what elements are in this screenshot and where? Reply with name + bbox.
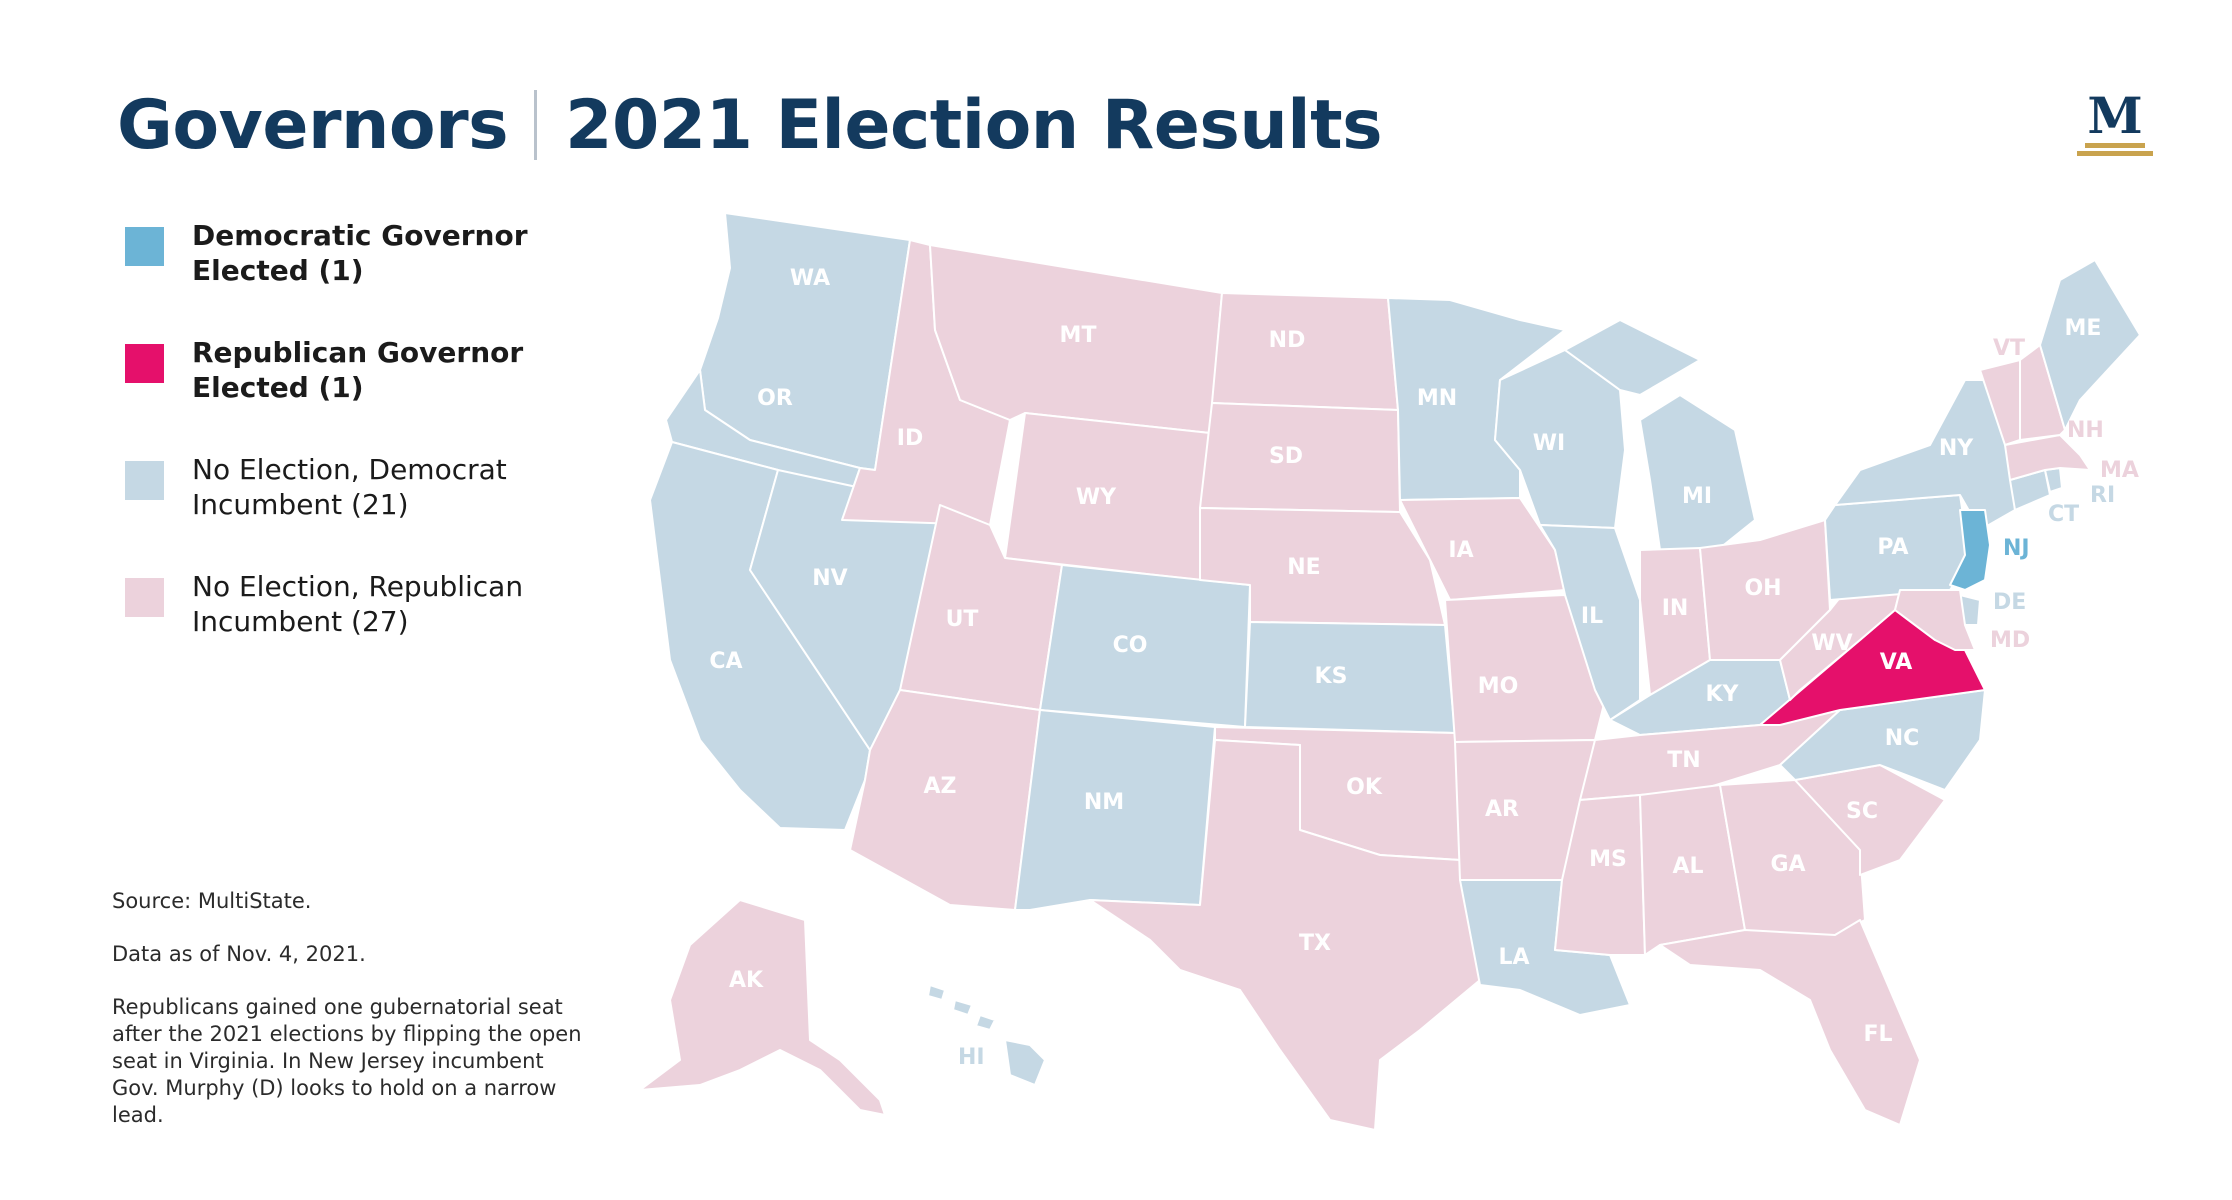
label-OH: OH bbox=[1744, 576, 1781, 601]
state-labels: WA OR CA NV ID MT WY UT AZ CO NM ND SD N… bbox=[709, 266, 2101, 1047]
label-NM: NM bbox=[1084, 790, 1124, 815]
label-MI: MI bbox=[1682, 484, 1712, 509]
state-AK bbox=[639, 899, 886, 1116]
source-note: Source: MultiState. bbox=[112, 889, 312, 913]
label-FL: FL bbox=[1863, 1022, 1892, 1047]
label-MT: MT bbox=[1060, 323, 1097, 348]
label-IL: IL bbox=[1581, 604, 1603, 629]
label-PA: PA bbox=[1877, 535, 1908, 560]
label-CA: CA bbox=[709, 649, 742, 674]
notes: Source: MultiState. Data as of Nov. 4, 2… bbox=[112, 888, 582, 1155]
label-MO: MO bbox=[1478, 674, 1519, 699]
label-KY: KY bbox=[1706, 682, 1740, 707]
label-KS: KS bbox=[1315, 664, 1348, 689]
logo-bar-bottom bbox=[2077, 151, 2153, 156]
label-VA: VA bbox=[1880, 650, 1913, 675]
label-NV: NV bbox=[812, 566, 847, 591]
label-AZ: AZ bbox=[924, 774, 957, 799]
label-NH: NH bbox=[2067, 418, 2104, 443]
title-part2: 2021 Election Results bbox=[565, 85, 1383, 165]
label-OR: OR bbox=[757, 386, 793, 411]
label-DE: DE bbox=[1993, 590, 2026, 615]
label-ME: ME bbox=[2065, 316, 2102, 341]
label-CO: CO bbox=[1113, 633, 1148, 658]
label-SD: SD bbox=[1269, 444, 1303, 469]
legend-label: Democratic Governor Elected (1) bbox=[192, 219, 528, 287]
label-LA: LA bbox=[1498, 945, 1529, 970]
label-UT: UT bbox=[946, 607, 979, 632]
legend-label: Republican Governor Elected (1) bbox=[192, 336, 524, 404]
label-MN: MN bbox=[1417, 386, 1457, 411]
label-MS: MS bbox=[1589, 847, 1627, 872]
label-NY: NY bbox=[1939, 436, 1974, 461]
label-IN: IN bbox=[1662, 596, 1689, 621]
state-MI-upper bbox=[1564, 319, 1701, 396]
label-RI: RI bbox=[2090, 483, 2115, 508]
legend-swatch bbox=[125, 578, 164, 617]
label-TX: TX bbox=[1299, 931, 1331, 956]
label-NC: NC bbox=[1885, 726, 1920, 751]
label-HI: HI bbox=[958, 1045, 985, 1070]
logo-bar-top bbox=[2085, 143, 2145, 148]
summary-note: Republicans gained one gubernatorial sea… bbox=[112, 995, 582, 1127]
state-KS bbox=[1244, 621, 1456, 734]
label-WV: WV bbox=[1811, 631, 1852, 656]
page-title: Governors 2021 Election Results bbox=[117, 80, 1383, 170]
date-note: Data as of Nov. 4, 2021. bbox=[112, 942, 366, 966]
label-MA: MA bbox=[2100, 458, 2139, 483]
label-AK: AK bbox=[729, 968, 764, 993]
label-NE: NE bbox=[1287, 555, 1320, 580]
state-HI bbox=[1004, 1039, 1046, 1086]
state-MI bbox=[1639, 394, 1756, 551]
state-HI-islands bbox=[927, 984, 996, 1031]
label-AL: AL bbox=[1672, 854, 1703, 879]
label-CT: CT bbox=[2048, 502, 2079, 527]
state-ME bbox=[2039, 259, 2141, 431]
legend-item-dem-incumbent: No Election, Democrat Incumbent (21) bbox=[125, 452, 565, 569]
label-ND: ND bbox=[1269, 328, 1306, 353]
label-ID: ID bbox=[897, 426, 923, 451]
state-FL bbox=[1659, 919, 1921, 1126]
legend-swatch bbox=[125, 344, 164, 383]
legend-swatch bbox=[125, 227, 164, 266]
title-divider bbox=[534, 90, 538, 160]
state-NH bbox=[2019, 344, 2066, 441]
multistate-logo: M bbox=[2075, 88, 2155, 160]
label-WY: WY bbox=[1076, 485, 1117, 510]
label-AR: AR bbox=[1485, 797, 1519, 822]
label-WA: WA bbox=[790, 266, 830, 291]
state-MD bbox=[1894, 589, 1976, 651]
label-TN: TN bbox=[1667, 748, 1700, 773]
state-MA bbox=[2004, 434, 2091, 481]
label-WI: WI bbox=[1533, 431, 1565, 456]
title-part1: Governors bbox=[117, 85, 509, 165]
legend-item-rep-incumbent: No Election, Republican Incumbent (27) bbox=[125, 569, 565, 686]
label-IA: IA bbox=[1448, 538, 1473, 563]
legend-item-rep-elected: Republican Governor Elected (1) bbox=[125, 335, 565, 452]
state-TX bbox=[1089, 739, 1481, 1131]
label-OK: OK bbox=[1346, 775, 1383, 800]
logo-letter: M bbox=[2087, 86, 2143, 145]
legend-label: No Election, Democrat Incumbent (21) bbox=[192, 453, 507, 521]
legend: Democratic Governor Elected (1) Republic… bbox=[125, 218, 565, 686]
legend-swatch bbox=[125, 461, 164, 500]
label-SC: SC bbox=[1846, 799, 1878, 824]
state-NJ bbox=[1949, 509, 1991, 591]
legend-label: No Election, Republican Incumbent (27) bbox=[192, 570, 524, 638]
label-NJ: NJ bbox=[2003, 536, 2030, 561]
label-MD: MD bbox=[1990, 628, 2030, 653]
label-VT: VT bbox=[1993, 336, 2025, 361]
label-GA: GA bbox=[1770, 852, 1805, 877]
legend-item-dem-elected: Democratic Governor Elected (1) bbox=[125, 218, 565, 335]
state-labels-outside: VT NH MA RI CT NJ DE MD HI bbox=[958, 336, 2139, 1070]
